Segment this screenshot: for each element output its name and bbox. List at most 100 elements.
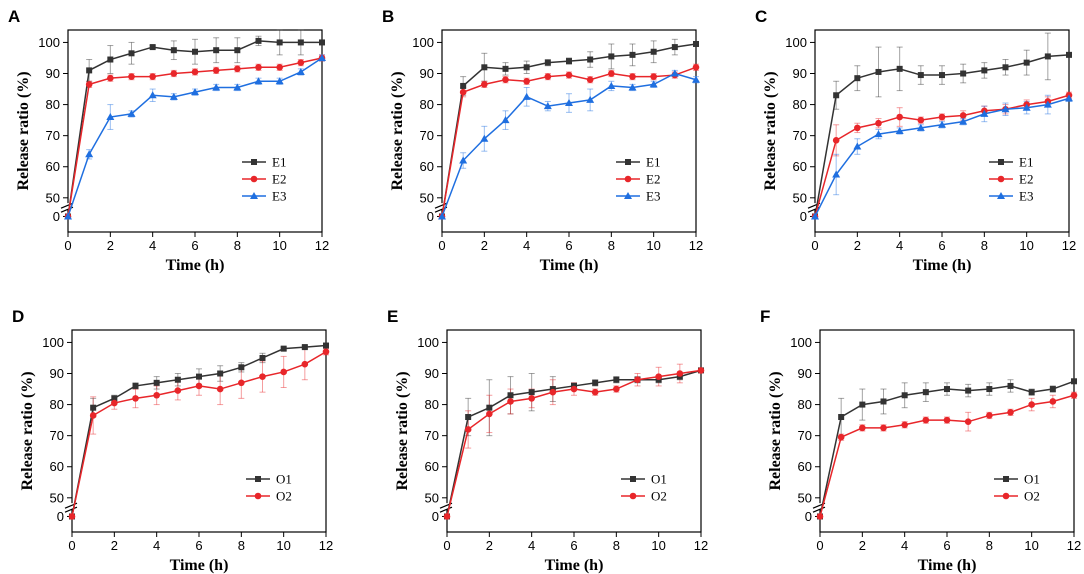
marker [174,376,181,383]
marker [629,73,636,80]
legend-label: E2 [1019,172,1033,187]
marker [85,150,94,158]
marker [64,212,72,220]
marker [811,212,819,220]
x-tick-label: 4 [901,538,908,553]
y-tick-label: 60 [425,459,439,474]
marker [481,64,488,71]
x-tick-label: 0 [443,538,450,553]
panel-label: B [382,7,394,26]
marker [916,123,925,131]
marker [566,58,572,65]
y-tick-label: 50 [420,190,434,205]
marker [625,159,631,165]
y-tick-label: 70 [420,128,434,143]
marker [169,92,178,100]
marker [1028,389,1035,396]
axis-break [439,506,453,513]
x-tick-label: 0 [438,238,445,253]
legend-label: E3 [1019,189,1033,204]
marker [502,65,509,72]
x-tick-label: 8 [986,538,993,553]
marker [670,69,679,77]
marker [960,70,967,77]
y-tick-label: 60 [420,159,434,174]
x-tick-label: 2 [859,538,866,553]
marker [481,81,488,88]
marker [650,73,657,80]
marker [153,379,160,386]
marker [234,47,241,54]
marker [323,342,329,349]
x-tick-label: 0 [68,538,75,553]
marker [501,116,510,124]
marker [191,68,199,76]
marker [875,68,882,75]
marker [628,83,637,91]
marker [917,72,924,79]
marker [965,387,972,394]
y-tick-label: 80 [46,97,60,112]
marker [522,92,531,100]
marker [544,59,551,66]
marker [1043,100,1052,108]
marker [174,387,182,394]
x-axis-label: Time (h) [918,557,977,574]
marker [217,370,224,377]
marker [212,83,221,91]
marker [250,175,258,183]
panel: A 0 2 4 6 8 10 12 0 50 60 70 80 90 100 Time (h) Release … [8,7,329,274]
marker [943,416,951,424]
marker [170,47,177,54]
marker [254,492,262,500]
y-tick-label: 80 [798,397,812,412]
marker [238,379,245,387]
y-tick-label: 0 [432,509,439,524]
marker [650,48,657,55]
marker [480,134,489,142]
marker [195,382,203,390]
marker [997,175,1005,183]
panel-label: C [755,7,767,26]
y-axis-label: Release ratio (%) [389,71,406,190]
marker [1066,51,1072,58]
y-tick-label: 90 [420,66,434,81]
marker [196,373,202,380]
marker [1044,53,1051,60]
marker [896,65,903,72]
marker [901,392,908,399]
marker [880,398,887,405]
marker [192,48,198,55]
marker [980,109,989,117]
legend-label: E3 [646,189,660,204]
marker [528,389,535,396]
y-tick-label: 90 [793,66,807,81]
marker [111,395,118,402]
marker [854,124,861,132]
x-axis-label: Time (h) [166,257,225,274]
legend-label: E1 [1019,155,1033,170]
marker [1002,64,1009,71]
y-tick-label: 70 [50,428,64,443]
marker [1028,401,1035,408]
legend-label: O1 [276,472,292,487]
marker [523,64,530,71]
marker [964,418,972,425]
marker [322,348,330,356]
marker [1002,492,1010,500]
marker [938,113,946,121]
marker [259,373,266,380]
marker [901,421,908,429]
marker [149,44,156,51]
y-tick-label: 90 [798,366,812,381]
x-tick-label: 10 [276,538,290,553]
x-axis-label: Time (h) [540,257,599,274]
marker [255,476,261,482]
x-tick-label: 2 [111,538,118,553]
marker [1065,94,1073,102]
x-axis-label: Time (h) [913,257,972,274]
y-tick-label: 0 [57,509,64,524]
marker [107,74,114,82]
marker [275,77,284,85]
y-tick-label: 100 [42,335,64,350]
